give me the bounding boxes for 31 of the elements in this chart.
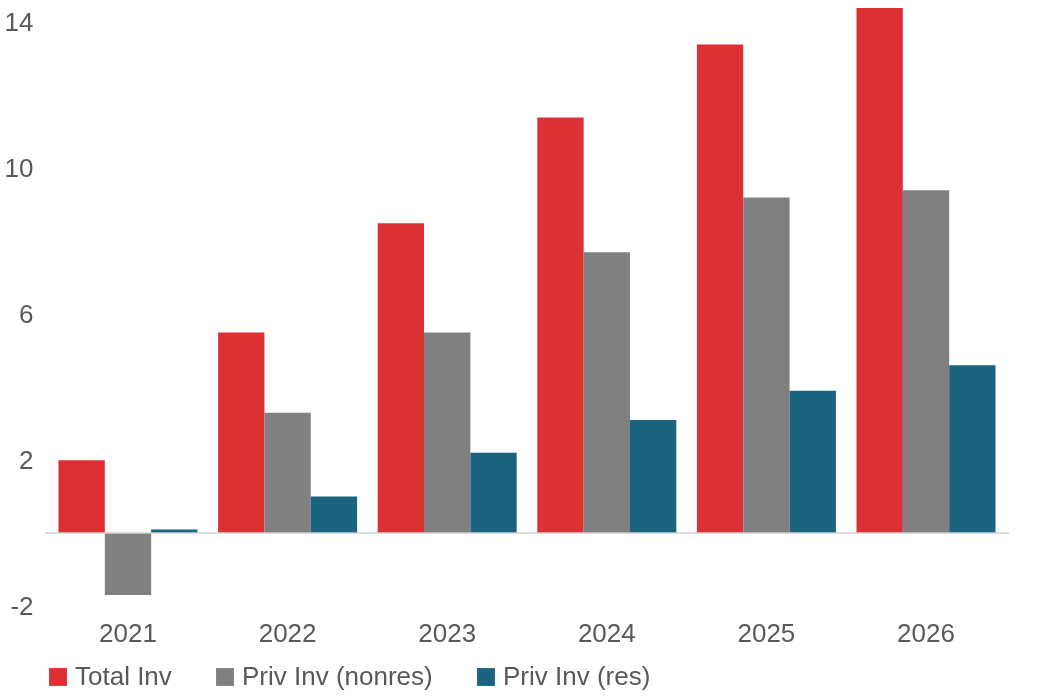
y-tick-label: 2 xyxy=(19,444,34,475)
bar xyxy=(537,117,584,534)
x-tick-label: 2022 xyxy=(258,617,317,648)
bar xyxy=(470,452,517,534)
bar xyxy=(902,190,950,534)
bar xyxy=(949,365,996,534)
bar xyxy=(856,8,903,534)
y-tick-label: -2 xyxy=(10,590,34,621)
bar xyxy=(218,332,265,534)
bar xyxy=(583,252,630,534)
bar xyxy=(789,390,836,534)
y-tick-label: 14 xyxy=(4,7,34,38)
legend-label: Priv Inv (nonres) xyxy=(242,661,433,691)
x-tick-label: 2023 xyxy=(418,617,477,648)
bar xyxy=(264,412,311,534)
legend-label: Total Inv xyxy=(75,661,172,691)
x-tick-label: 2025 xyxy=(737,617,796,648)
bar xyxy=(743,197,790,534)
x-tick-label: 2024 xyxy=(577,617,636,648)
bar xyxy=(104,533,152,596)
y-tick-label: 10 xyxy=(4,152,34,183)
bar xyxy=(424,332,471,534)
bar xyxy=(696,44,744,534)
legend-label: Priv Inv (res) xyxy=(503,661,651,691)
x-tick-label: 2021 xyxy=(99,617,157,648)
bar xyxy=(58,460,105,534)
x-tick-label: 2026 xyxy=(897,617,955,648)
bar xyxy=(629,420,677,534)
bar xyxy=(310,496,358,534)
bar xyxy=(377,223,425,534)
y-tick-label: 6 xyxy=(19,298,34,329)
